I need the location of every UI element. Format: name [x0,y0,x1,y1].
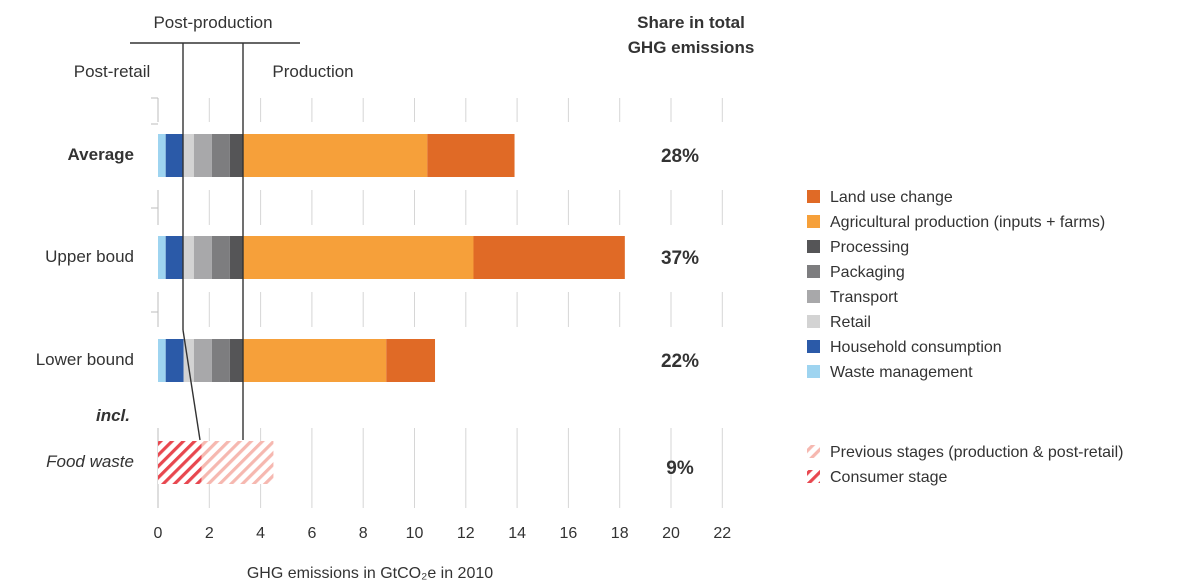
x-tick-label: 4 [256,525,265,542]
x-tick-label: 0 [154,525,163,542]
legend-label: Processing [830,239,909,256]
bar-retail-2 [183,339,194,382]
bar-packaging-2 [211,339,230,382]
x-tick-label: 8 [359,525,368,542]
x-tick-label: 10 [406,525,424,542]
bar-agricultural-production-inputs-farms--1 [242,236,474,279]
legend-label: Previous stages (production & post-retai… [830,444,1123,461]
legend-swatch [807,340,820,353]
x-tick-label: 14 [508,525,526,542]
bars [158,134,625,484]
x-tick-label: 16 [560,525,578,542]
x-tick-label: 18 [611,525,629,542]
legend-label: Transport [830,289,898,306]
bar-processing-0 [229,134,243,177]
legend-swatch [807,265,820,278]
stage-annotations: Post-production Post-retail Production [74,13,354,441]
share-food-waste: 9% [666,458,694,479]
legend-swatch [807,190,820,203]
legend-swatch [807,240,820,253]
bar-waste-management-2 [158,339,166,382]
bar-retail-0 [183,134,194,177]
bar-waste-management-0 [158,134,166,177]
share-header-line1: Share in total [637,13,745,32]
legend-label: Retail [830,314,871,331]
legend-label: Consumer stage [830,469,947,486]
x-tick-label: 22 [713,525,731,542]
bar-transport-2 [193,339,212,382]
bar-waste-management-1 [158,236,166,279]
share-lower: 22% [661,351,699,372]
legend-swatch [807,365,820,378]
x-tick-label: 20 [662,525,680,542]
stage-label-post-retail: Post-retail [74,62,151,81]
x-axis-ticks: 0 2 4 6 8 10 12 14 16 18 20 22 [154,525,732,542]
share-values: 28% 37% 22% 9% [661,146,699,479]
legend-swatch [807,315,820,328]
legend-label: Agricultural production (inputs + farms) [830,214,1105,231]
food-waste-label-top: incl. [96,406,130,425]
legend-label: Waste management [830,364,973,381]
bar-land-use-change-0 [427,134,515,177]
bar-retail-1 [183,236,194,279]
legend-label: Packaging [830,264,905,281]
stage-label-production: Production [272,62,353,81]
bar-processing-2 [229,339,243,382]
stage-label-post-production: Post-production [153,13,272,32]
food-waste-bar-consumer-stage [158,441,202,484]
legend-swatch [807,215,820,228]
bar-household-consumption-1 [165,236,184,279]
category-labels: Average Upper boud Lower bound incl. Foo… [36,145,134,471]
x-tick-label: 2 [205,525,214,542]
legend-label: Household consumption [830,339,1002,356]
legend-swatch [807,290,820,303]
x-axis-label: GHG emissions in GtCO₂e in 2010 [247,565,493,582]
bar-agricultural-production-inputs-farms--0 [242,134,428,177]
bar-land-use-change-2 [386,339,436,382]
bar-household-consumption-2 [165,339,184,382]
legend-swatch-hatched [807,470,820,483]
post-retail-pointer-diagonal [182,329,201,441]
share-upper: 37% [661,248,699,269]
bar-transport-1 [193,236,212,279]
share-header-line2: GHG emissions [628,38,755,57]
bar-transport-0 [193,134,212,177]
bar-processing-1 [229,236,243,279]
share-average: 28% [661,146,699,167]
food-waste-label: Food waste [46,452,134,471]
share-header: Share in total GHG emissions [628,13,755,57]
category-label-upper: Upper boud [45,247,134,266]
x-tick-label: 6 [307,525,316,542]
bar-agricultural-production-inputs-farms--2 [242,339,387,382]
bar-land-use-change-1 [473,236,625,279]
bar-household-consumption-0 [165,134,184,177]
bar-packaging-1 [211,236,230,279]
legend: Land use change Agricultural production (… [807,189,1123,486]
legend-swatch-hatched [807,445,820,458]
food-waste-bar-previous-stages-production-post-retail- [201,441,274,484]
category-label-average: Average [68,145,134,164]
bar-packaging-0 [211,134,230,177]
category-label-lower: Lower bound [36,350,134,369]
x-tick-label: 12 [457,525,475,542]
legend-label: Land use change [830,189,953,206]
